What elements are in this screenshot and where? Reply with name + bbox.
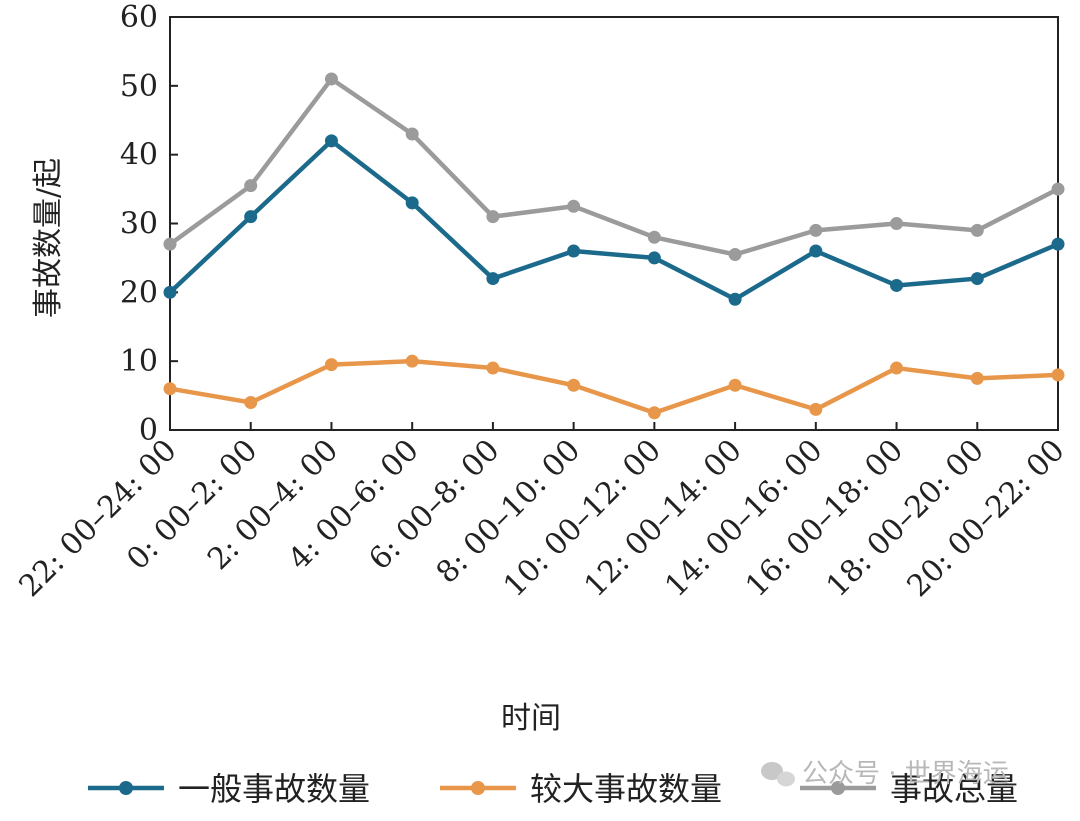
data-point bbox=[163, 382, 177, 396]
data-point bbox=[1051, 182, 1065, 196]
data-point bbox=[890, 217, 904, 230]
data-point bbox=[486, 272, 500, 286]
data-point bbox=[970, 371, 984, 385]
data-point bbox=[163, 285, 177, 299]
data-point bbox=[567, 199, 581, 213]
data-point bbox=[405, 127, 419, 141]
data-point bbox=[970, 223, 984, 237]
legend-item: 较大事故数量 bbox=[440, 770, 722, 808]
data-point bbox=[728, 247, 742, 261]
y-tick-label: 60 bbox=[120, 0, 158, 35]
data-point bbox=[728, 378, 742, 392]
legend: 一般事故数量 较大事故数量 事故总量 bbox=[88, 770, 1018, 808]
data-point bbox=[647, 406, 661, 420]
data-point bbox=[324, 72, 338, 86]
series-3 bbox=[163, 72, 1065, 261]
data-point bbox=[405, 354, 419, 368]
series-line bbox=[167, 138, 1061, 302]
data-point bbox=[647, 251, 661, 265]
series-2 bbox=[163, 354, 1065, 420]
data-point bbox=[486, 210, 500, 224]
watermark: 公众号 · 世界海运 bbox=[761, 759, 1009, 789]
legend-item: 一般事故数量 bbox=[88, 770, 370, 808]
data-point bbox=[244, 210, 258, 224]
data-point bbox=[809, 223, 823, 237]
y-tick-label: 40 bbox=[120, 138, 158, 173]
data-point bbox=[324, 134, 338, 148]
y-axis-title: 事故数量/起 bbox=[31, 158, 66, 318]
data-point bbox=[1051, 368, 1065, 382]
data-point bbox=[486, 361, 500, 375]
y-tick-label: 0 bbox=[139, 413, 158, 448]
data-point bbox=[809, 402, 823, 416]
data-point bbox=[1051, 237, 1065, 251]
data-point bbox=[567, 244, 581, 258]
legend-label: 事故总量 bbox=[890, 770, 1018, 808]
data-point bbox=[728, 292, 742, 306]
x-axis-title: 时间 bbox=[501, 701, 561, 736]
series-layer bbox=[163, 72, 1065, 420]
data-point bbox=[647, 230, 661, 244]
data-point bbox=[567, 378, 581, 392]
data-point bbox=[244, 179, 258, 193]
y-tick-label: 20 bbox=[120, 275, 158, 310]
data-point bbox=[163, 237, 177, 251]
data-point bbox=[324, 358, 338, 372]
legend-marker bbox=[119, 781, 133, 795]
legend-label: 较大事故数量 bbox=[530, 770, 722, 808]
data-point bbox=[244, 395, 258, 409]
data-point bbox=[405, 196, 419, 210]
series-line bbox=[167, 76, 1061, 257]
y-tick-label: 10 bbox=[120, 344, 158, 379]
legend-marker bbox=[831, 781, 845, 795]
data-point bbox=[890, 278, 904, 292]
watermark-text: 公众号 · 世界海运 bbox=[802, 759, 1009, 789]
series-line bbox=[167, 358, 1061, 416]
y-tick-label: 50 bbox=[120, 69, 158, 104]
wechat-icon bbox=[761, 762, 795, 787]
data-point bbox=[890, 361, 904, 375]
legend-marker bbox=[471, 781, 485, 795]
data-point bbox=[970, 272, 984, 286]
legend-item: 事故总量 bbox=[800, 770, 1018, 808]
y-tick-label: 30 bbox=[120, 207, 158, 242]
series-1 bbox=[163, 134, 1065, 306]
data-point bbox=[809, 244, 823, 258]
legend-label: 一般事故数量 bbox=[178, 770, 370, 808]
